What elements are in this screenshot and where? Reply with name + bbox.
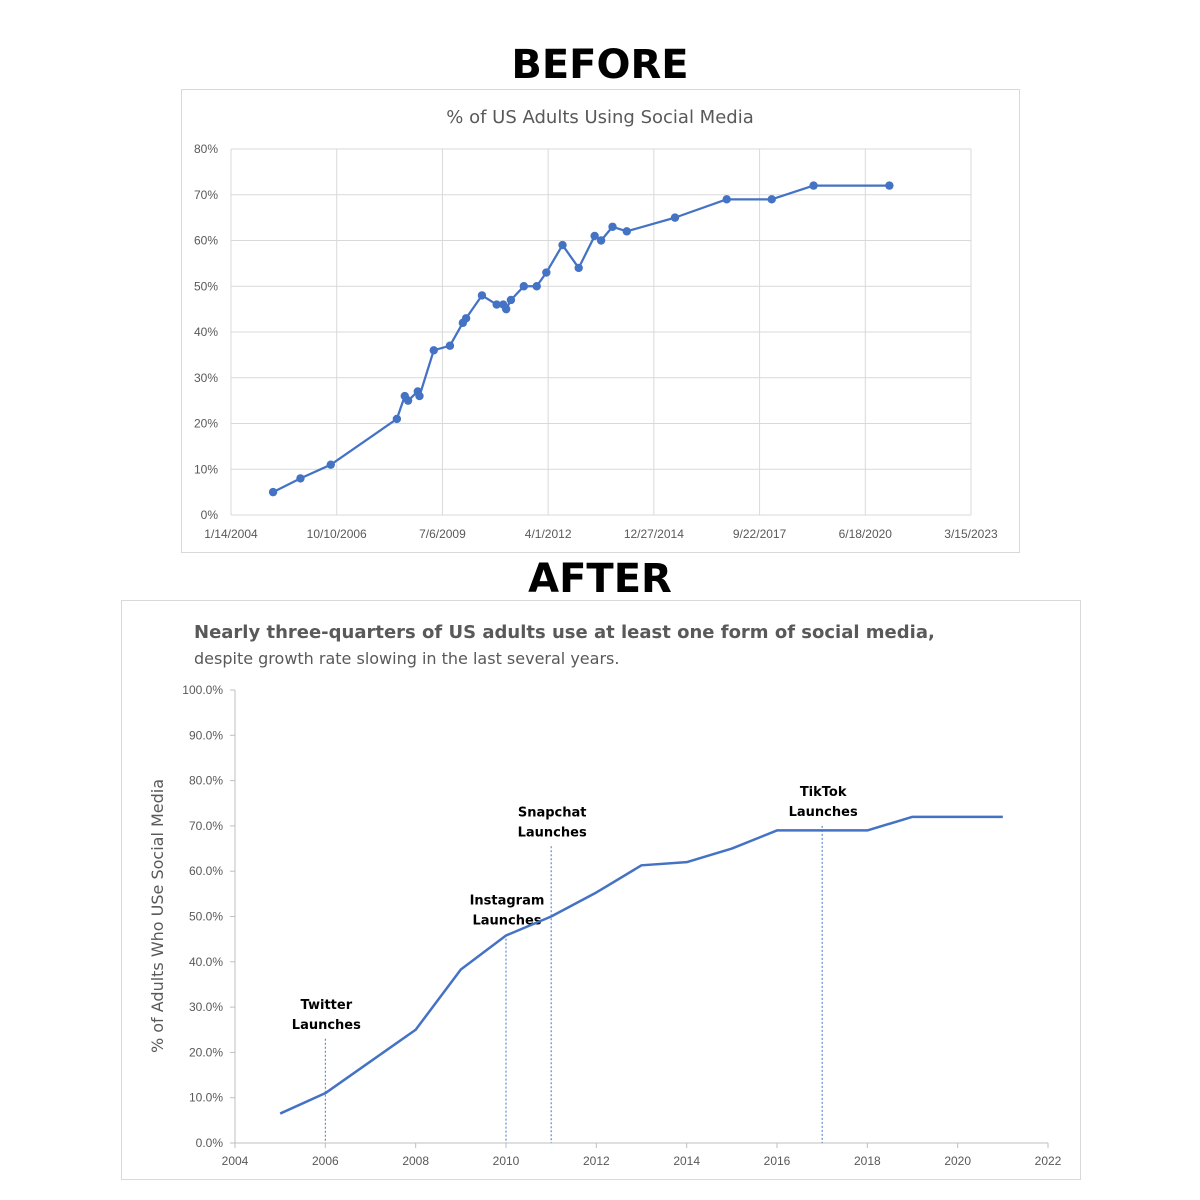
- before-chart: % of US Adults Using Social Media 0% 10% 2…: [194, 107, 998, 541]
- after-y-tick-label: 0.0%: [196, 1136, 224, 1150]
- after-heading: AFTER: [528, 556, 672, 602]
- after-annotation-label: Launches: [472, 914, 541, 929]
- before-data-point: [809, 181, 818, 190]
- after-x-tick-label: 2006: [312, 1154, 339, 1168]
- after-x-tick-label: 2008: [402, 1154, 429, 1168]
- after-x-tick-label: 2016: [764, 1154, 791, 1168]
- before-data-point: [670, 213, 680, 222]
- before-data-point: [519, 282, 529, 291]
- after-chart-subtitle: despite growth rate slowing in the last …: [194, 649, 619, 668]
- after-y-tick-label: 90.0%: [189, 728, 223, 742]
- before-data-point: [506, 295, 516, 305]
- after-annotation-label: Launches: [789, 805, 858, 820]
- before-data-point: [501, 304, 511, 314]
- before-x-tick-label: 1/14/2004: [204, 527, 258, 541]
- before-y-tick-label: 80%: [194, 142, 218, 156]
- before-x-tick-label: 12/27/2014: [624, 527, 684, 541]
- before-data-point: [326, 460, 335, 469]
- before-data-point: [590, 231, 599, 241]
- before-chart-panel: % of US Adults Using Social Media 0% 10% 2…: [181, 89, 1020, 553]
- before-data-point: [596, 236, 606, 245]
- before-y-tick-label: 10%: [194, 462, 218, 476]
- after-y-tick-label: 30.0%: [189, 1000, 223, 1014]
- before-y-tick-label: 0%: [201, 508, 219, 522]
- before-data-point: [445, 341, 455, 350]
- before-data-point: [558, 240, 567, 250]
- before-data-point: [574, 263, 583, 273]
- before-y-tick-label: 30%: [194, 371, 218, 385]
- after-chart: Nearly three-quarters of US adults use a…: [148, 622, 1062, 1168]
- after-y-tick-label: 50.0%: [189, 910, 223, 924]
- after-x-tick-label: 2022: [1035, 1154, 1062, 1168]
- before-x-tick-label: 10/10/2006: [307, 527, 367, 541]
- after-annotation-label: Twitter: [301, 998, 353, 1013]
- after-x-tick-label: 2004: [222, 1154, 249, 1168]
- after-x-tick-label: 2020: [944, 1154, 971, 1168]
- before-x-tick-label: 9/22/2017: [733, 527, 787, 541]
- after-y-axis-label: % of Adults Who USe Social Media: [148, 779, 167, 1053]
- before-x-tick-label: 4/1/2012: [525, 527, 572, 541]
- before-x-tick-label: 7/6/2009: [419, 527, 466, 541]
- before-data-point: [392, 414, 402, 424]
- after-annotation-label: Snapchat: [518, 805, 587, 820]
- after-x-tick-label: 2018: [854, 1154, 881, 1168]
- before-data-point: [722, 195, 731, 204]
- after-y-tick-label: 10.0%: [189, 1091, 223, 1105]
- before-data-point: [492, 300, 501, 309]
- before-data-point: [767, 195, 776, 204]
- before-data-point: [622, 227, 631, 236]
- before-data-point: [296, 474, 305, 483]
- before-heading: BEFORE: [511, 42, 689, 88]
- before-y-tick-label: 60%: [194, 234, 218, 248]
- after-series-line: [279, 815, 1003, 1115]
- after-y-tick-label: 60.0%: [189, 864, 223, 878]
- before-y-tick-label: 50%: [194, 279, 218, 293]
- after-chart-panel: Nearly three-quarters of US adults use a…: [121, 600, 1081, 1180]
- before-data-point: [542, 268, 551, 277]
- before-data-point: [415, 391, 424, 401]
- after-y-tick-label: 20.0%: [189, 1045, 223, 1059]
- after-y-tick-label: 70.0%: [189, 819, 223, 833]
- after-annotation-label: TikTok: [800, 785, 847, 800]
- before-y-tick-label: 20%: [194, 417, 218, 431]
- before-y-tick-label: 40%: [194, 325, 218, 339]
- after-annotation-label: Launches: [518, 825, 587, 840]
- before-data-point: [268, 487, 278, 497]
- before-data-point: [403, 396, 413, 405]
- before-data-point: [429, 346, 438, 355]
- before-series-line: [272, 184, 890, 494]
- before-chart-title: % of US Adults Using Social Media: [446, 107, 753, 128]
- before-data-point: [608, 222, 617, 231]
- after-x-tick-label: 2014: [673, 1154, 700, 1168]
- after-chart-title: Nearly three-quarters of US adults use a…: [194, 622, 935, 643]
- before-data-point: [885, 181, 894, 190]
- before-x-tick-label: 3/15/2023: [944, 527, 998, 541]
- after-y-tick-label: 80.0%: [189, 774, 223, 788]
- before-data-point: [532, 282, 541, 291]
- before-data-point: [477, 291, 487, 300]
- before-y-tick-label: 70%: [194, 188, 218, 202]
- after-annotation-label: Instagram: [470, 894, 545, 909]
- before-data-point: [461, 314, 471, 323]
- after-x-tick-label: 2012: [583, 1154, 610, 1168]
- after-annotation-label: Launches: [292, 1018, 361, 1033]
- after-y-tick-label: 40.0%: [189, 955, 223, 969]
- after-y-tick-label: 100.0%: [182, 683, 223, 697]
- after-x-tick-label: 2010: [493, 1154, 520, 1168]
- before-x-tick-label: 6/18/2020: [839, 527, 893, 541]
